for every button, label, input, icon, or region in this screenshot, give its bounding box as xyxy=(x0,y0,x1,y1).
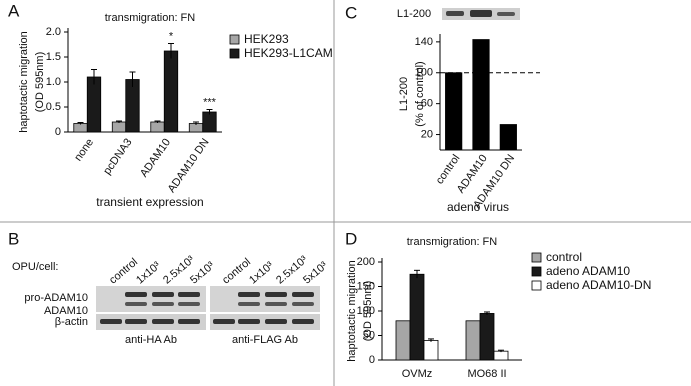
blot-heading: OPU/cell: xyxy=(12,261,58,273)
legend-label: control xyxy=(546,250,582,264)
y-axis-label: (OD 595nm) xyxy=(362,281,374,342)
y-tick-label: 20 xyxy=(421,128,433,140)
legend-swatch xyxy=(229,48,240,59)
x-tick-label: MO68 II xyxy=(467,368,506,380)
y-tick-label: 200 xyxy=(357,256,375,268)
x-axis-label: transient expression xyxy=(96,195,203,209)
y-tick-label: 0 xyxy=(55,126,61,138)
y-tick-label: 1.5 xyxy=(46,51,61,63)
bar xyxy=(111,121,127,133)
antibody-label: anti-FLAG Ab xyxy=(232,334,298,346)
y-axis-label: (% of control) xyxy=(414,61,426,126)
significance: * xyxy=(169,30,174,42)
bar xyxy=(445,72,463,151)
band xyxy=(497,12,515,16)
bar xyxy=(409,273,425,361)
antibody-label: anti-HA Ab xyxy=(125,334,177,346)
blot-label: L1-200 xyxy=(397,8,431,20)
y-tick-label: 1.0 xyxy=(46,76,61,88)
bar xyxy=(202,111,217,133)
panel-label: A xyxy=(8,1,20,20)
y-tick-label: 0.5 xyxy=(46,101,61,113)
x-tick-label: none xyxy=(72,137,96,164)
y-tick-label: 100 xyxy=(415,67,433,79)
x-axis-label: adeno virus xyxy=(447,200,509,214)
bar xyxy=(150,121,165,133)
y-tick-label: 100 xyxy=(357,305,375,317)
bands xyxy=(100,292,314,324)
legend-swatch xyxy=(531,266,542,277)
panel-label: B xyxy=(8,229,19,248)
bar xyxy=(423,339,439,361)
legend-swatch xyxy=(229,34,240,45)
bar xyxy=(465,320,481,361)
bar xyxy=(86,76,102,133)
lane-label: control xyxy=(107,256,140,286)
blot-membrane xyxy=(96,314,206,330)
x-tick-label: ADAM10 xyxy=(138,137,173,180)
band-label: β-actin xyxy=(55,316,88,328)
y-tick-label: 50 xyxy=(363,329,375,341)
y-tick-label: 140 xyxy=(415,36,433,48)
x-tick-label: OVMz xyxy=(402,368,433,380)
bar xyxy=(472,39,490,151)
bar xyxy=(499,124,517,151)
band-label: ADAM10 xyxy=(44,305,88,317)
y-tick-label: 150 xyxy=(357,280,375,292)
y-axis-label: haptotactic migration xyxy=(18,31,30,133)
x-tick-label: ADAM10 DN xyxy=(166,136,212,195)
band xyxy=(446,11,464,16)
bar xyxy=(493,350,509,361)
lane-label: control xyxy=(220,256,253,286)
bar xyxy=(125,79,140,133)
band-label: pro-ADAM10 xyxy=(24,292,88,304)
y-tick-label: 60 xyxy=(421,98,433,110)
y-tick-label: 0 xyxy=(369,354,375,366)
x-tick-label: pcDNA3 xyxy=(101,137,134,177)
bar xyxy=(479,313,495,361)
bar xyxy=(163,50,179,133)
significance: *** xyxy=(203,96,217,108)
blot-membrane xyxy=(96,286,206,312)
blot-membrane xyxy=(210,286,320,312)
blot-panel: B OPU/cell: pro-ADAM10 ADAM10 β-actin an… xyxy=(8,229,320,346)
legend-swatch xyxy=(531,252,542,263)
legend-label: HEK293-L1CAM xyxy=(244,46,333,60)
chart-title: transmigration: FN xyxy=(105,12,196,24)
y-axis-label: haptotactic migration xyxy=(346,260,358,362)
panel-label: D xyxy=(345,229,357,248)
bar xyxy=(395,320,411,361)
y-tick-label: 2.0 xyxy=(46,26,61,38)
legend-label: adeno ADAM10 xyxy=(546,264,630,278)
legend-swatch xyxy=(531,280,542,291)
legend-label: HEK293 xyxy=(244,32,289,46)
legend-label: adeno ADAM10-DN xyxy=(546,278,651,292)
bar xyxy=(73,123,88,133)
y-axis-label: (OD 595nm) xyxy=(34,52,46,113)
band xyxy=(470,10,492,17)
chart-title: transmigration: FN xyxy=(407,236,498,248)
y-axis-label: L1-200 xyxy=(398,77,410,111)
panel-label: C xyxy=(345,3,357,22)
x-tick-label: control xyxy=(434,153,463,187)
